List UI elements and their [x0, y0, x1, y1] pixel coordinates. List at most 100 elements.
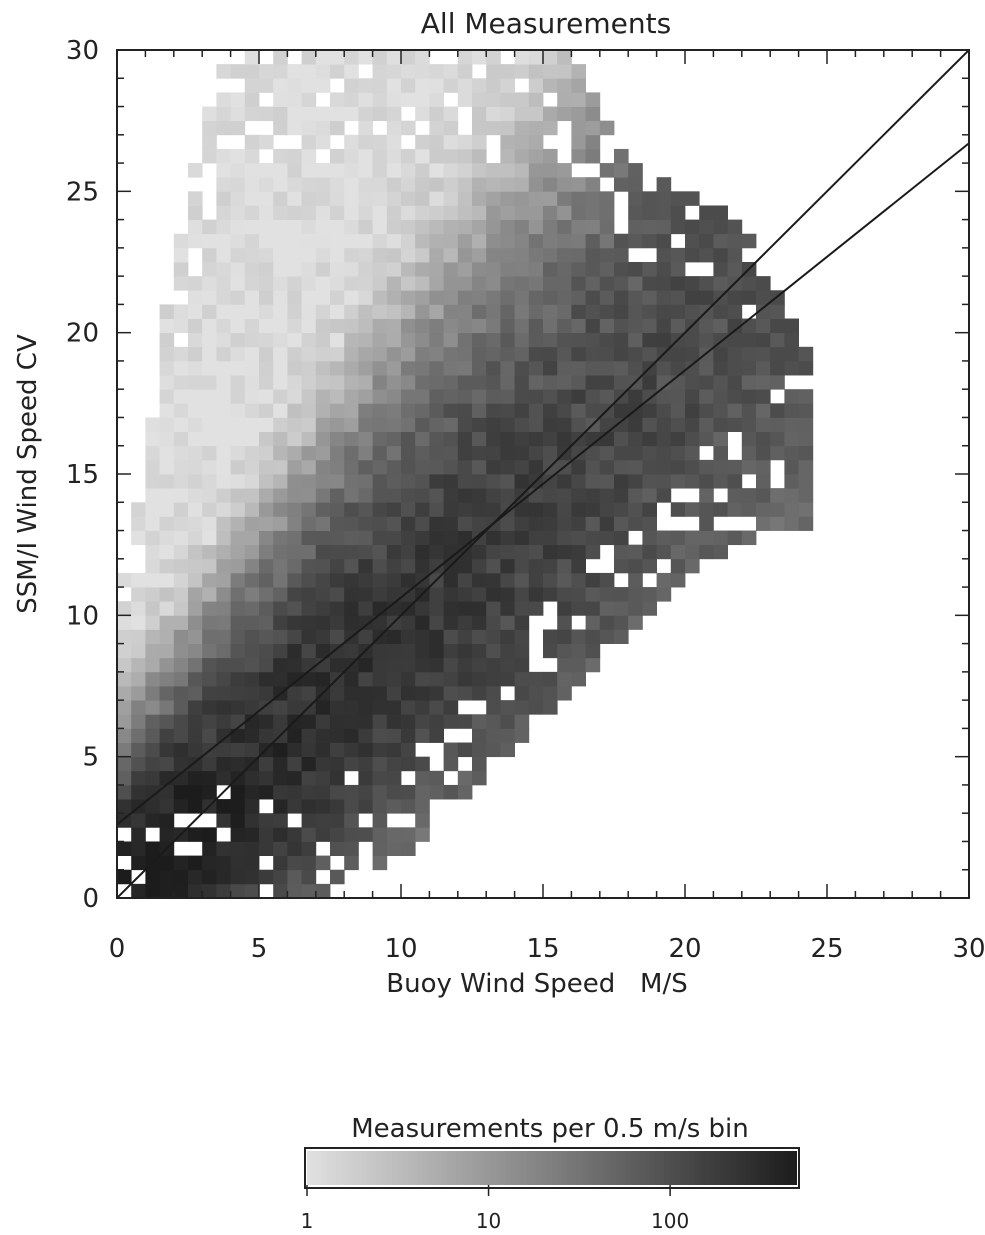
heatmap-cell [301, 516, 317, 531]
heatmap-cell [301, 219, 317, 235]
heatmap-cell [486, 544, 501, 560]
heatmap-cell [713, 389, 728, 404]
heatmap-cell [301, 318, 317, 334]
heatmap-cell [415, 134, 430, 150]
heatmap-cell [287, 120, 302, 136]
heatmap-cell [642, 389, 657, 404]
heatmap-cell [614, 431, 629, 447]
heatmap-cell [628, 219, 643, 235]
heatmap-cell [486, 290, 501, 305]
heatmap-cell [585, 233, 601, 249]
heatmap-cell [756, 502, 771, 517]
heatmap-cell [656, 247, 672, 263]
heatmap-cell [159, 657, 175, 673]
heatmap-cell [401, 530, 416, 546]
heatmap-cell [628, 262, 643, 277]
heatmap-cell [230, 671, 246, 687]
heatmap-cell [401, 78, 416, 93]
heatmap-cell [642, 262, 657, 277]
heatmap-cell [216, 459, 231, 475]
heatmap-cell [202, 318, 217, 334]
heatmap-cell [287, 516, 302, 531]
heatmap-cell [401, 742, 416, 758]
heatmap-cell [315, 530, 331, 546]
heatmap-cell [117, 728, 132, 743]
heatmap-cell [188, 827, 203, 842]
heatmap-cell [642, 530, 657, 546]
heatmap-cell [713, 205, 728, 220]
heatmap-cell [429, 530, 444, 546]
heatmap-cell [145, 813, 160, 828]
chart-title: All Measurements [421, 7, 671, 40]
heatmap-cell [344, 827, 359, 842]
heatmap-cell [685, 389, 700, 404]
heatmap-cell [259, 516, 274, 531]
heatmap-cell [472, 332, 487, 348]
heatmap-cell [287, 671, 302, 687]
heatmap-cell [216, 106, 231, 122]
heatmap-cell [429, 431, 444, 447]
heatmap-cell [230, 657, 246, 673]
heatmap-cell [358, 756, 373, 772]
heatmap-cell [585, 120, 601, 136]
heatmap-cell [372, 657, 388, 673]
heatmap-cell [259, 134, 274, 150]
heatmap-cell [330, 163, 345, 178]
heatmap-cell [216, 332, 231, 348]
heatmap-cell [614, 360, 629, 376]
heatmap-cell [287, 756, 302, 772]
heatmap-cell [386, 219, 402, 235]
heatmap-cell [287, 474, 302, 489]
heatmap-cell [472, 728, 487, 743]
heatmap-cell [358, 92, 373, 107]
heatmap-cell [159, 375, 175, 390]
heatmap-cell [628, 191, 643, 206]
heatmap-cell [543, 516, 558, 531]
heatmap-cell [287, 459, 302, 475]
heatmap-cell [117, 572, 132, 588]
heatmap-cell [472, 290, 487, 305]
heatmap-cell [230, 883, 246, 898]
heatmap-cell [798, 360, 814, 376]
heatmap-cell [571, 629, 586, 644]
heatmap-cell [330, 431, 345, 447]
heatmap-cell [741, 332, 757, 348]
heatmap-cell [301, 714, 317, 729]
heatmap-cell [585, 474, 601, 489]
heatmap-cell [344, 615, 359, 630]
heatmap-cell [486, 445, 501, 461]
heatmap-cell [244, 742, 260, 758]
heatmap-cell [315, 64, 331, 79]
heatmap-cell [216, 233, 231, 249]
heatmap-cell [500, 657, 515, 673]
heatmap-cell [301, 247, 317, 263]
heatmap-cell [543, 177, 558, 192]
heatmap-cell [713, 502, 728, 517]
heatmap-cell [244, 869, 260, 885]
heatmap-cell [670, 389, 686, 404]
heatmap-cell [287, 262, 302, 277]
x-tick-label: 10 [384, 934, 417, 964]
heatmap-cell [230, 516, 246, 531]
heatmap-cell [344, 64, 359, 79]
heatmap-cell [372, 78, 388, 93]
heatmap-cell [358, 657, 373, 673]
heatmap-cell [244, 657, 260, 673]
heatmap-cell [244, 233, 260, 249]
heatmap-cell [188, 587, 203, 602]
heatmap-cell [784, 318, 799, 334]
heatmap-cell [585, 191, 601, 206]
heatmap-cell [543, 417, 558, 432]
heatmap-cell [259, 445, 274, 461]
heatmap-cell [429, 360, 444, 376]
heatmap-cell [699, 375, 714, 390]
heatmap-cell [486, 502, 501, 517]
heatmap-cell [330, 784, 345, 800]
heatmap-cell [685, 474, 700, 489]
heatmap-cell [642, 205, 657, 220]
heatmap-cell [500, 290, 515, 305]
heatmap-cell [173, 474, 189, 489]
heatmap-cell [202, 686, 217, 701]
heatmap-cell [344, 799, 359, 814]
heatmap-cell [216, 445, 231, 461]
